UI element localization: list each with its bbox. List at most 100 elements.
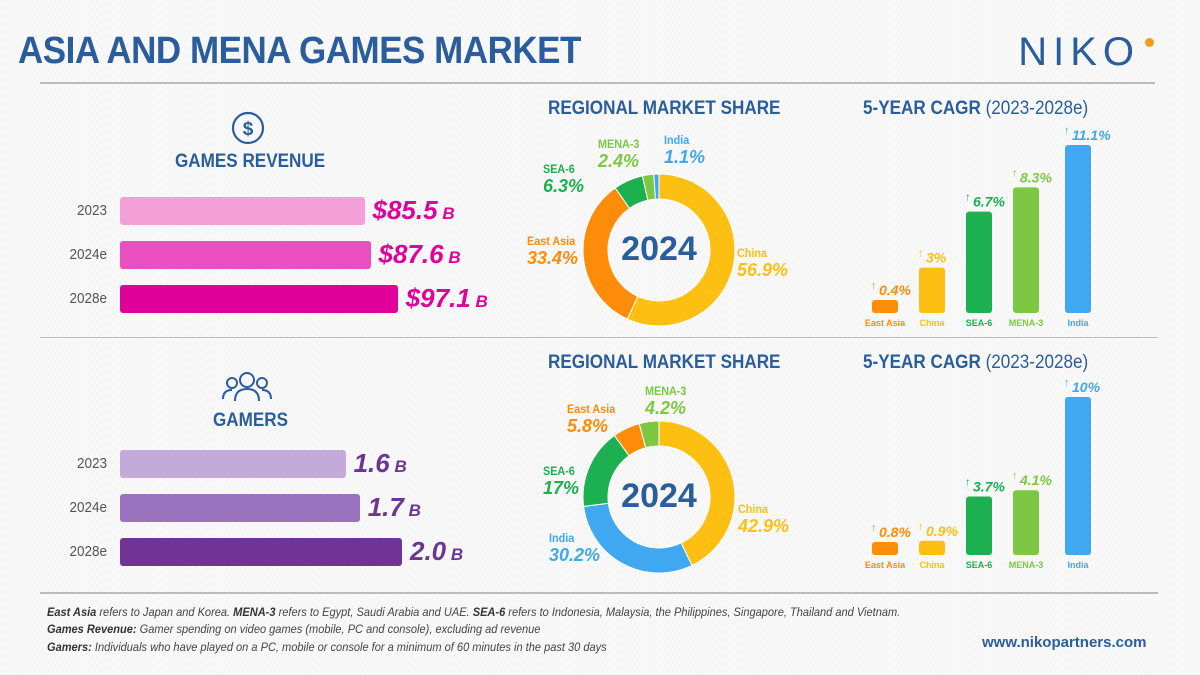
- slice-value: 33.4%: [527, 248, 579, 268]
- slice-label: SEA-6: [543, 464, 575, 478]
- value-number: 1.6: [353, 448, 390, 478]
- slice-label: China: [738, 502, 769, 516]
- slice-value: 17%: [543, 478, 580, 498]
- svg-text:$: $: [243, 119, 254, 140]
- slice-value: 56.9%: [737, 260, 789, 280]
- value-unit: B: [443, 248, 461, 267]
- data-label: 10%: [1072, 379, 1101, 395]
- slice-label: India: [549, 531, 575, 545]
- gamers-title: GAMERS: [213, 410, 289, 431]
- footnote-term: Games Revenue:: [47, 622, 137, 636]
- value-number: 1.7: [367, 492, 404, 522]
- bar-value: $97.1 B: [406, 283, 488, 314]
- data-label: 0.8%: [879, 524, 911, 540]
- cagr-bar-east-asia: [872, 300, 898, 313]
- value-number: 2.0: [410, 536, 447, 566]
- arrow-up-icon: ↑: [918, 248, 924, 260]
- year-label: 2024e: [69, 246, 107, 263]
- data-label: 3%: [926, 250, 947, 266]
- arrow-up-icon: ↑: [1064, 377, 1070, 389]
- category-label: India: [1067, 560, 1089, 570]
- cagr-bar-india: [1065, 145, 1091, 313]
- footnote-term: Gamers:: [47, 640, 92, 654]
- slice-value: 6.3%: [543, 176, 585, 196]
- donut-center-label: 2024: [621, 477, 697, 515]
- bar: [120, 538, 402, 566]
- arrow-up-icon: ↑: [918, 521, 924, 533]
- slice-label: MENA-3: [645, 384, 687, 398]
- data-label: 4.1%: [1019, 472, 1052, 488]
- year-label: 2028e: [69, 290, 107, 307]
- donut-chart-gamers: [582, 420, 736, 574]
- year-label: 2023: [76, 455, 107, 472]
- value-number: $85.5: [372, 195, 438, 225]
- arrow-up-icon: ↑: [871, 522, 877, 534]
- donut-slice-india: [653, 173, 660, 200]
- bar-value: 2.0 B: [410, 536, 463, 567]
- footnote-text: Individuals who have played on a PC, mob…: [91, 640, 607, 654]
- slice-value: 5.8%: [567, 416, 609, 436]
- bar-value: $85.5 B: [373, 195, 455, 226]
- cagr-bar-mena-3: [1013, 187, 1039, 313]
- category-label: MENA-3: [1009, 560, 1044, 570]
- cagr-bar-india: [1065, 397, 1091, 555]
- slice-label: SEA-6: [543, 162, 575, 176]
- footnote-revenue: Games Revenue: Gamer spending on video g…: [47, 622, 540, 636]
- bar-value: 1.7 B: [368, 492, 421, 523]
- slice-label: East Asia: [567, 402, 616, 416]
- donut-slice-china: [626, 173, 736, 327]
- slice-label: China: [737, 246, 768, 260]
- page-title: ASIA AND MENA GAMES MARKET: [18, 30, 581, 72]
- market-share-title-gamers: REGIONAL MARKET SHARE: [548, 352, 781, 373]
- cagr-bar-sea-6: [966, 211, 992, 313]
- bar: [120, 285, 398, 313]
- cagr-subtitle: (2023-2028e): [985, 352, 1089, 373]
- year-label: 2024e: [69, 499, 107, 516]
- category-label: SEA-6: [966, 318, 993, 328]
- slice-value: 42.9%: [738, 516, 790, 536]
- data-label: 3.7%: [973, 479, 1005, 495]
- footer-divider: [40, 592, 1158, 594]
- data-label: 6.7%: [973, 194, 1005, 210]
- cagr-bar-chart-gamers: East Asia↑ 0.8%China↑ 0.9%SEA-6↑ 3.7%MENA-3…: [865, 377, 1101, 570]
- cagr-bar-mena-3: [1013, 490, 1039, 555]
- slice-label: India: [664, 133, 690, 147]
- bar-value: $87.6 B: [379, 239, 461, 270]
- arrow-up-icon: ↑: [871, 280, 877, 292]
- footnote-text: refers to Japan and Korea.: [96, 605, 234, 619]
- footnote-gamers: Gamers: Individuals who have played on a…: [47, 640, 607, 654]
- bar: [120, 241, 371, 269]
- value-unit: B: [437, 204, 455, 223]
- category-label: East Asia: [865, 318, 906, 328]
- footnote-text: refers to Indonesia, Malaysia, the Phili…: [505, 605, 901, 619]
- cagr-bar-china: [919, 267, 945, 313]
- website-link[interactable]: www.nikopartners.com: [982, 634, 1147, 651]
- category-label: China: [919, 560, 945, 570]
- data-label: 11.1%: [1072, 127, 1111, 143]
- footnote-term: MENA-3: [233, 605, 276, 619]
- slice-value: 1.1%: [664, 147, 706, 167]
- market-share-title-revenue: REGIONAL MARKET SHARE: [548, 98, 781, 119]
- data-label: 0.4%: [879, 282, 911, 298]
- bar: [120, 450, 346, 478]
- slice-value: 4.2%: [645, 398, 687, 418]
- donut-center-label: 2024: [621, 230, 697, 268]
- people-group-icon: [222, 372, 272, 402]
- data-label: 8.3%: [1020, 169, 1052, 185]
- footnote-term: East Asia: [47, 605, 97, 619]
- cagr-title-text: 5-YEAR CAGR: [863, 352, 981, 373]
- bar: [120, 494, 360, 522]
- arrow-up-icon: ↑: [1012, 470, 1018, 482]
- donut-slice-china: [658, 420, 736, 567]
- footnote-text: refers to Egypt, Saudi Arabia and UAE.: [275, 605, 473, 619]
- value-number: $87.6: [378, 239, 444, 269]
- arrow-up-icon: ↑: [965, 192, 971, 204]
- category-label: MENA-3: [1009, 318, 1044, 328]
- cagr-bar-east-asia: [872, 542, 898, 555]
- revenue-title: GAMES REVENUE: [175, 151, 326, 172]
- cagr-title-gamers: 5-YEAR CAGR (2023-2028e): [863, 352, 1088, 374]
- category-label: China: [919, 318, 945, 328]
- slice-value: 2.4%: [598, 151, 640, 171]
- value-unit: B: [470, 292, 488, 311]
- category-label: India: [1067, 318, 1089, 328]
